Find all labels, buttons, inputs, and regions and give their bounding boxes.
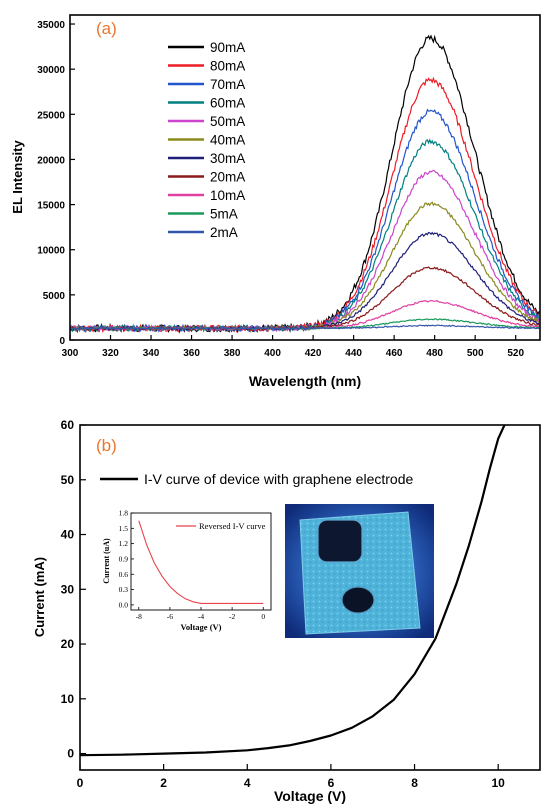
panel-a-curves (69, 34, 540, 334)
panel-a-y-tick-label: 20000 (37, 155, 65, 166)
panel-a-series-2mA (69, 324, 540, 330)
panel-a-series-50mA (69, 169, 540, 332)
panel-a-label: (a) (96, 19, 117, 38)
panel-a-series-80mA (69, 76, 540, 334)
panel-a-legend-label: 60mA (210, 96, 245, 111)
panel-b-x-axis-label: Voltage (V) (274, 788, 346, 804)
inset-x-tick-label: -6 (167, 612, 173, 621)
inset-x-axis-label: Voltage (V) (181, 622, 222, 632)
panel-b-x-tick-label: 2 (160, 776, 167, 790)
panel-b-y-axis-label: Current (mA) (32, 557, 47, 637)
panel-a-series-30mA (69, 231, 540, 331)
panel-a-chart: 300 320 340 360 380 400 420 440 460 480 500 520 0 500… (10, 14, 541, 389)
panel-a-x-tick-label: 340 (143, 348, 160, 359)
inset-reversed-iv-curve (138, 520, 264, 604)
inset-ticks: -8 -6 -4 -2 0 0.0 0.3 0.6 0.9 1.2 1.5 1.8 (119, 509, 266, 622)
panel-a-y-tick-label: 35000 (37, 20, 65, 31)
panel-a-y-tick-label: 15000 (37, 201, 65, 212)
inset-curves (138, 520, 264, 604)
panel-a-legend-label: 30mA (210, 151, 245, 166)
panel-a-legend-label: 20mA (210, 170, 245, 185)
panel-b-y-tick-label: 20 (61, 637, 75, 651)
inset-y-tick-label: 0.0 (119, 600, 129, 609)
inset-y-tick-label: 0.3 (119, 585, 129, 594)
panel-a-legend-label: 90mA (210, 40, 245, 55)
panel-a-legend-label: 2mA (210, 225, 238, 240)
panel-b-y-tick-label: 60 (61, 418, 75, 432)
panel-a-legend-label: 70mA (210, 77, 245, 92)
panel-b-x-tick-label: 4 (244, 776, 251, 790)
panel-a-x-tick-label: 480 (426, 348, 443, 359)
panel-b-ticks: 0 2 4 6 8 10 0 10 20 30 40 50 60 (61, 418, 506, 790)
panel-a-x-tick-label: 500 (467, 348, 484, 359)
panel-a-y-tick-label: 25000 (37, 110, 65, 121)
inset-y-tick-label: 0.9 (119, 554, 129, 563)
panel-b-y-tick-label: 50 (61, 473, 75, 487)
panel-b-frame (79, 424, 541, 771)
panel-b-y-tick-label: 10 (61, 692, 75, 706)
panel-a-legend-label: 50mA (210, 114, 245, 129)
device-bottom-pad (341, 586, 375, 614)
panel-a-x-tick-label: 360 (183, 348, 200, 359)
panel-b-legend-label: I-V curve of device with graphene electr… (144, 471, 413, 487)
panel-a-x-tick-label: 300 (62, 348, 79, 359)
device-top-pad (317, 519, 363, 563)
inset-x-tick-label: -4 (198, 612, 204, 621)
panel-a-x-tick-label: 440 (345, 348, 362, 359)
panel-b-curves (79, 424, 506, 757)
panel-a-x-tick-label: 320 (102, 348, 119, 359)
panel-a-x-axis-label: Wavelength (nm) (249, 373, 361, 389)
panel-a-x-tick-label: 520 (507, 348, 524, 359)
panel-b-x-tick-label: 10 (492, 776, 506, 790)
panel-b-iv-curve (79, 424, 506, 757)
inset-x-tick-label: 0 (261, 612, 265, 621)
device-photo (285, 504, 434, 638)
panel-b-y-tick-label: 30 (61, 582, 75, 596)
panel-a-x-tick-label: 380 (224, 348, 241, 359)
inset-y-tick-label: 1.2 (119, 539, 129, 548)
inset-x-tick-label: -8 (136, 612, 142, 621)
panel-a-y-tick-label: 5000 (43, 291, 66, 302)
panel-a-y-tick-label: 0 (59, 336, 65, 347)
panel-a-legend: 90mA 80mA 70mA 60mA 50mA 40mA 30mA 20mA 10mA 5mA 2… (168, 40, 245, 240)
panel-a-x-tick-label: 400 (264, 348, 281, 359)
panel-a-legend-label: 40mA (210, 133, 245, 148)
panel-a-legend-label: 5mA (210, 207, 238, 222)
inset-chart: -8 -6 -4 -2 0 0.0 0.3 0.6 0.9 1.2 1.5 1.8 Reversed … (100, 505, 278, 632)
panel-b-chart: 0 2 4 6 8 10 0 10 20 30 40 50 60 (b) I-V curve of de… (32, 418, 541, 804)
panel-a-legend-label: 10mA (210, 188, 245, 203)
inset-y-tick-label: 0.6 (119, 570, 129, 579)
panel-a-x-tick-label: 420 (305, 348, 322, 359)
panel-a-ticks: 300 320 340 360 380 400 420 440 460 480 500 520 0 500… (37, 20, 524, 359)
panel-b-x-tick-label: 6 (328, 776, 335, 790)
panel-b-y-tick-label: 0 (67, 747, 74, 761)
inset-y-tick-label: 1.8 (119, 509, 129, 518)
panel-a-frame (69, 14, 541, 341)
inset-y-tick-label: 1.5 (119, 524, 129, 533)
inset-x-tick-label: -2 (229, 612, 235, 621)
panel-b-y-tick-label: 40 (61, 528, 75, 542)
panel-b-label: (b) (96, 436, 117, 455)
panel-a-y-tick-label: 30000 (37, 65, 65, 76)
panel-a-y-axis-label: EL Intensity (10, 140, 25, 214)
panel-a-x-tick-label: 460 (386, 348, 403, 359)
inset-y-axis-label: Current (uA) (102, 538, 111, 584)
panel-a-series-60mA (69, 138, 540, 333)
panel-a-legend-label: 80mA (210, 59, 245, 74)
panel-b-x-tick-label: 0 (77, 776, 84, 790)
panel-b-x-tick-label: 8 (411, 776, 418, 790)
inset-legend-label: Reversed I-V curve (199, 521, 266, 531)
panel-a-y-tick-label: 10000 (37, 246, 65, 257)
panel-a-series-20mA (69, 266, 540, 331)
